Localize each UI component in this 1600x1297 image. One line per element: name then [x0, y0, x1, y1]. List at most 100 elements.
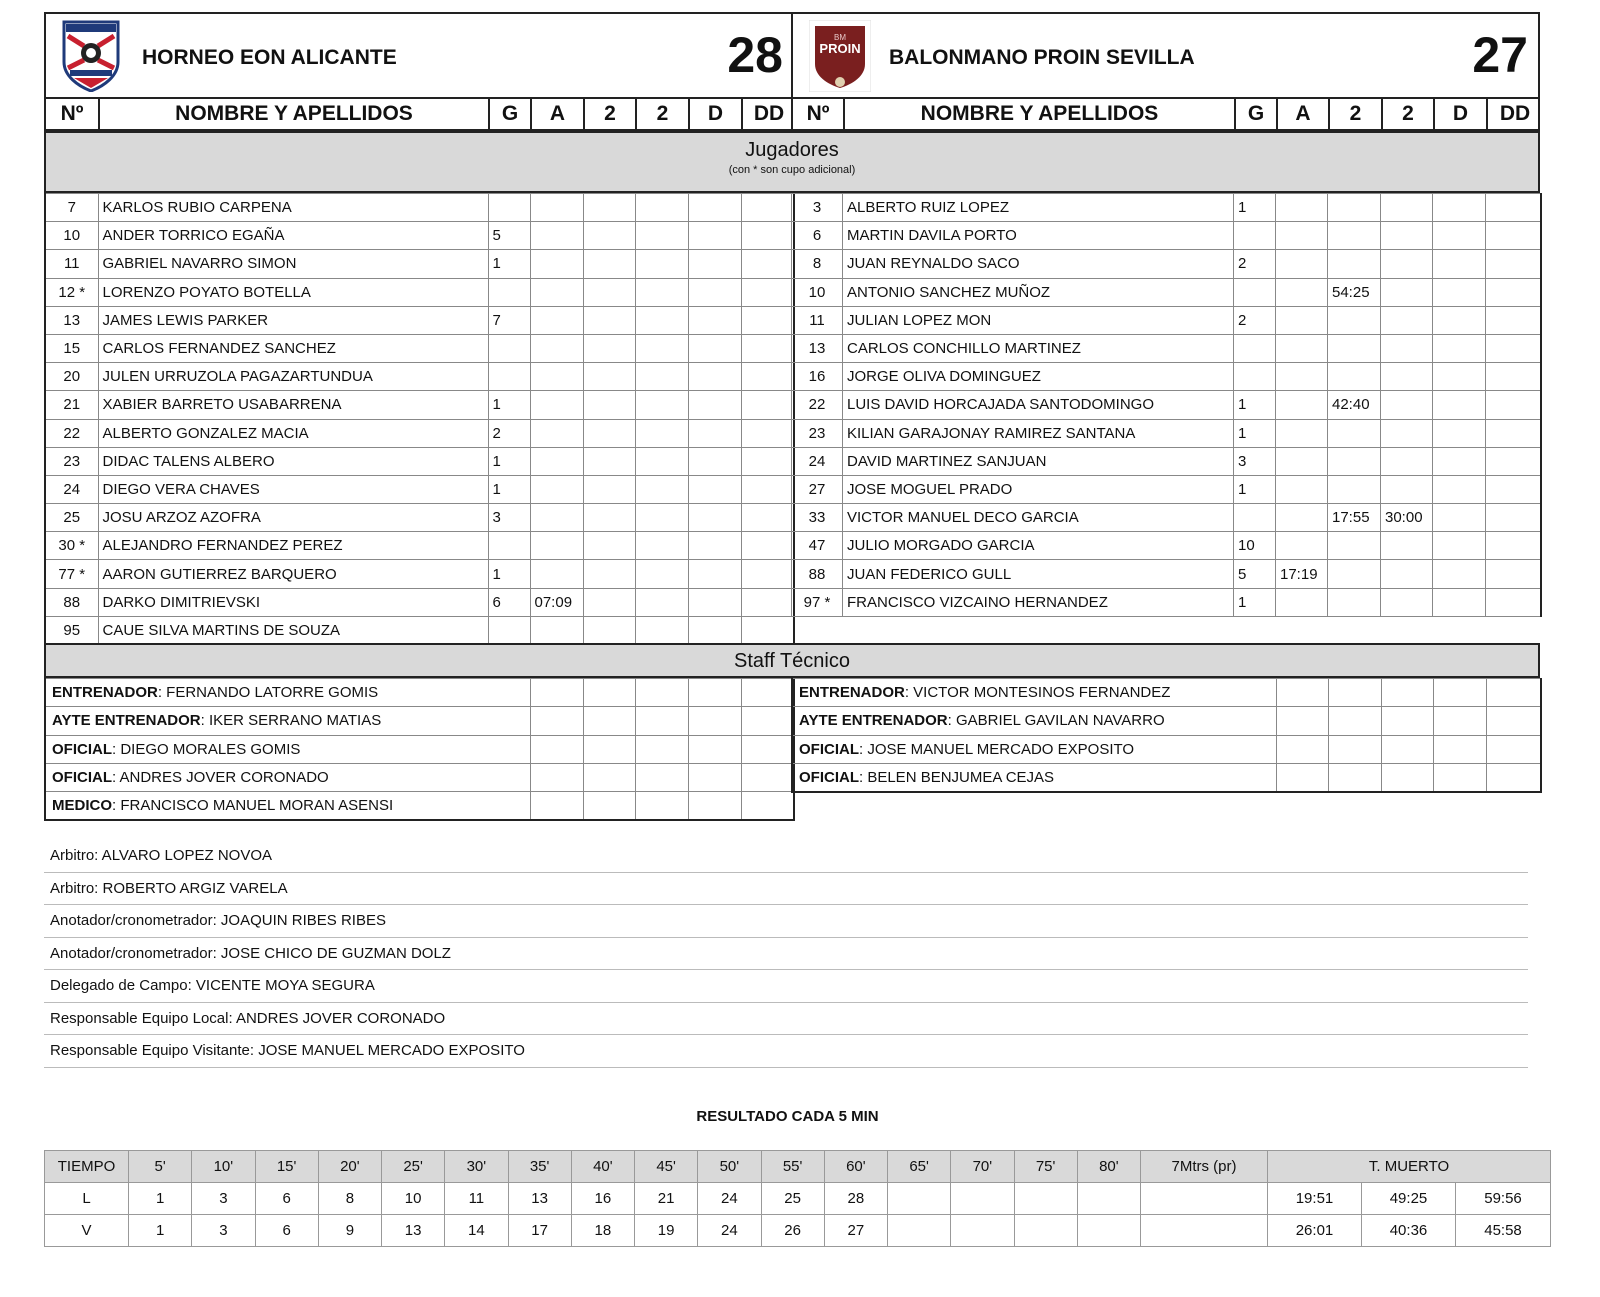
player-row: 10 ANDER TORRICO EGAÑA 5	[44, 221, 795, 251]
player-stat	[1275, 221, 1328, 251]
player-stat	[1432, 362, 1486, 392]
player-stat	[1380, 249, 1433, 279]
column-header-4: 2	[1328, 99, 1382, 129]
official-line: Anotador/cronometrador: JOSE CHICO DE GU…	[44, 938, 1528, 970]
player-stat	[1327, 531, 1381, 561]
staff-stat	[687, 677, 742, 708]
player-stat	[634, 418, 689, 448]
results-cell: 21	[633, 1182, 699, 1215]
results-title: RESULTADO CADA 5 MIN	[696, 1108, 879, 1125]
player-number: 13	[791, 333, 843, 364]
player-name: ALBERTO RUIZ LOPEZ	[842, 192, 1234, 223]
player-row: 15 CARLOS FERNANDEZ SANCHEZ	[44, 333, 795, 364]
player-stat	[529, 333, 584, 364]
player-stat: 6	[487, 587, 531, 617]
player-stat	[487, 362, 531, 392]
player-name: JORGE OLIVA DOMINGUEZ	[842, 362, 1234, 392]
player-stat	[687, 474, 742, 505]
player-row: 47 JULIO MORGADO GARCIA 10	[791, 531, 1541, 561]
staff-row: OFICIAL: DIEGO MORALES GOMIS	[44, 734, 795, 764]
player-stat	[582, 249, 636, 279]
results-row: L 1 3 6 8 10 11 13 16 21 24 25 28 19:51 49:25 59:56	[44, 1182, 1552, 1215]
player-stat	[1485, 221, 1541, 251]
staff-member: OFICIAL: JOSE MANUEL MERCADO EXPOSITO	[791, 734, 1277, 764]
results-cell: 25	[760, 1182, 825, 1215]
staff-role: OFICIAL	[52, 740, 112, 758]
official-line: Arbitro: ALVARO LOPEZ NOVOA	[44, 840, 1528, 873]
player-stat	[740, 277, 795, 307]
player-stat	[687, 249, 742, 279]
staff-row: ENTRENADOR: VICTOR MONTESINOS FERNANDEZ	[791, 677, 1542, 708]
player-number: 8	[791, 249, 843, 279]
results-cell	[1013, 1182, 1078, 1215]
player-number: 11	[44, 249, 99, 279]
player-stat	[1432, 221, 1486, 251]
player-stat	[582, 531, 636, 561]
player-row: 3 ALBERTO RUIZ LOPEZ 1	[791, 192, 1541, 223]
player-stat: 17:19	[1275, 559, 1328, 589]
results-cell: L	[44, 1182, 129, 1215]
player-stat	[1485, 390, 1541, 420]
player-number: 77 *	[44, 559, 99, 589]
player-name: CAUE SILVA MARTINS DE SOUZA	[97, 615, 489, 646]
players-band: Jugadores (con * son cupo adicional)	[44, 131, 1540, 193]
player-stat	[582, 390, 636, 420]
player-name: VICTOR MANUEL DECO GARCIA	[842, 503, 1234, 533]
staff-stat	[582, 791, 636, 821]
results-cell: 17	[507, 1214, 572, 1247]
column-header-1: NOMBRE Y APELLIDOS	[98, 99, 489, 129]
staff-role: AYTE ENTRENADOR	[799, 712, 948, 730]
player-stat	[1432, 418, 1486, 448]
staff-stat	[1380, 677, 1434, 708]
column-header-3: A	[1276, 99, 1329, 129]
player-number: 12 *	[44, 277, 99, 307]
player-row: 7 KARLOS RUBIO CARPENA	[44, 192, 795, 223]
results-header-cell: 45'	[633, 1150, 699, 1183]
results-cell: 1	[127, 1182, 193, 1215]
player-stat	[687, 446, 742, 476]
player-row: 24 DAVID MARTINEZ SANJUAN 3	[791, 446, 1541, 476]
player-stat: 3	[1233, 446, 1276, 476]
player-stat	[529, 192, 584, 223]
player-stat: 54:25	[1327, 277, 1381, 307]
staff-name: : GABRIEL GAVILAN NAVARRO	[947, 712, 1165, 730]
player-name: ANTONIO SANCHEZ MUÑOZ	[842, 277, 1234, 307]
staff-name: : DIEGO MORALES GOMIS	[112, 740, 301, 758]
home-staff-table: ENTRENADOR: FERNANDO LATORRE GOMIS AYTE E…	[44, 677, 795, 821]
player-stat	[582, 221, 636, 251]
results-cell: 16	[570, 1182, 636, 1215]
player-stat: 1	[487, 249, 531, 279]
staff-stat	[740, 677, 795, 708]
results-cell: 3	[191, 1182, 256, 1215]
player-number: 24	[44, 474, 99, 505]
column-header-6: D	[1433, 99, 1487, 129]
player-stat	[740, 531, 795, 561]
player-stat	[687, 418, 742, 448]
results-table: TIEMPO 5' 10' 15' 20' 25' 30' 35' 40' 45' 50' 55' 60…	[44, 1150, 1552, 1247]
player-stat	[1432, 192, 1486, 223]
player-number: 24	[791, 446, 843, 476]
player-stat: 1	[487, 446, 531, 476]
player-name: JUAN FEDERICO GULL	[842, 559, 1234, 589]
staff-stat	[1275, 706, 1329, 736]
player-stat	[1485, 503, 1541, 533]
player-stat: 1	[1233, 474, 1276, 505]
player-stat	[1485, 249, 1541, 279]
player-stat	[1327, 474, 1381, 505]
player-stat	[1485, 531, 1541, 561]
player-stat	[582, 333, 636, 364]
away-columns-header: Nº NOMBRE Y APELLIDOS G A 2 2 D DD	[791, 97, 1542, 131]
player-row: 20 JULEN URRUZOLA PAGAZARTUNDUA	[44, 362, 795, 392]
player-stat: 1	[487, 559, 531, 589]
player-stat	[1432, 249, 1486, 279]
column-header-4: 2	[583, 99, 636, 129]
player-stat	[582, 277, 636, 307]
staff-stat	[582, 762, 636, 793]
player-stat	[582, 615, 636, 646]
player-row: 97 * FRANCISCO VIZCAINO HERNANDEZ 1	[791, 587, 1541, 617]
player-number: 23	[791, 418, 843, 448]
player-stat	[487, 531, 531, 561]
staff-stat	[1432, 706, 1487, 736]
player-stat	[1380, 192, 1433, 223]
results-cell: 40:36	[1361, 1214, 1456, 1247]
